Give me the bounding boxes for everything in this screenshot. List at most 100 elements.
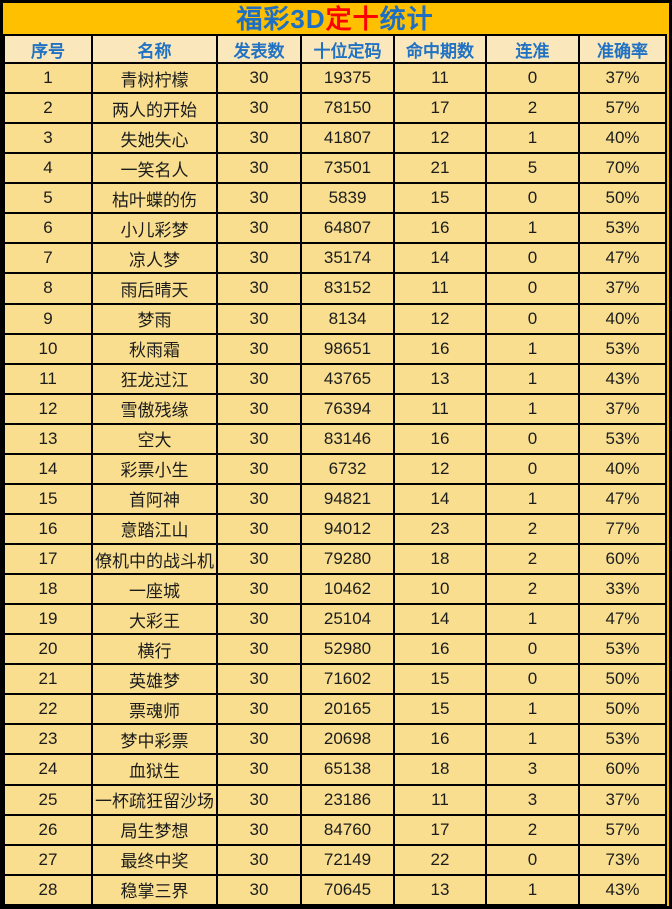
cell-hit-periods: 16 (393, 723, 487, 756)
cell-index: 26 (3, 813, 93, 846)
cell-name: 梦中彩票 (91, 723, 218, 756)
cell-hit-periods: 11 (393, 783, 487, 816)
cell-tens-code: 70645 (300, 873, 395, 906)
cell-streak: 0 (485, 182, 580, 215)
cell-name: 一笑名人 (91, 152, 218, 185)
cell-tens-code: 8134 (300, 302, 395, 335)
table-row: 27 最终中奖 30 72149 22 0 73% (3, 843, 667, 876)
cell-index: 8 (3, 272, 93, 305)
cell-published-count: 30 (216, 512, 302, 546)
cell-index: 11 (3, 362, 93, 395)
cell-tens-code: 35174 (300, 242, 395, 275)
cell-index: 24 (3, 753, 93, 786)
cell-hit-periods: 22 (393, 843, 487, 876)
title-segment-blue-2: 统计 (379, 3, 434, 34)
cell-name: 稳掌三界 (91, 873, 218, 906)
cell-tens-code: 19375 (300, 61, 395, 95)
table-row: 9 梦雨 30 8134 12 0 40% (3, 302, 667, 335)
table-row: 16 意踏江山 30 94012 23 2 77% (3, 512, 667, 546)
cell-name: 雪傲残缘 (91, 392, 218, 425)
cell-accuracy: 43% (578, 873, 667, 906)
cell-published-count: 30 (216, 693, 302, 726)
table-row: 5 枯叶蝶的伤 30 5839 15 0 50% (3, 182, 667, 215)
cell-hit-periods: 18 (393, 542, 487, 576)
table-row: 21 英雄梦 30 71602 15 0 50% (3, 663, 667, 696)
cell-index: 21 (3, 663, 93, 696)
cell-index: 28 (3, 873, 93, 906)
cell-name: 票魂师 (91, 693, 218, 726)
cell-name: 最终中奖 (91, 843, 218, 876)
cell-hit-periods: 21 (393, 152, 487, 185)
cell-tens-code: 71602 (300, 663, 395, 696)
cell-streak: 1 (485, 212, 580, 245)
cell-published-count: 30 (216, 302, 302, 335)
page-title: 福彩3D 定十 统计 (3, 3, 667, 34)
cell-hit-periods: 12 (393, 122, 487, 155)
cell-accuracy: 50% (578, 182, 667, 215)
cell-accuracy: 37% (578, 61, 667, 95)
cell-accuracy: 57% (578, 92, 667, 125)
cell-streak: 0 (485, 633, 580, 666)
cell-hit-periods: 17 (393, 813, 487, 846)
cell-tens-code: 72149 (300, 843, 395, 876)
table-row: 26 局生梦想 30 84760 17 2 57% (3, 813, 667, 846)
cell-accuracy: 47% (578, 242, 667, 275)
cell-hit-periods: 15 (393, 693, 487, 726)
cell-index: 17 (3, 542, 93, 576)
column-header-published-count: 发表数 (216, 34, 302, 64)
cell-accuracy: 47% (578, 603, 667, 636)
cell-accuracy: 77% (578, 512, 667, 546)
cell-index: 6 (3, 212, 93, 245)
cell-streak: 0 (485, 242, 580, 275)
cell-hit-periods: 16 (393, 212, 487, 245)
cell-streak: 3 (485, 753, 580, 786)
cell-accuracy: 33% (578, 573, 667, 606)
cell-accuracy: 50% (578, 663, 667, 696)
cell-tens-code: 25104 (300, 603, 395, 636)
cell-hit-periods: 14 (393, 242, 487, 275)
cell-accuracy: 57% (578, 813, 667, 846)
cell-published-count: 30 (216, 633, 302, 666)
cell-hit-periods: 13 (393, 362, 487, 395)
cell-tens-code: 65138 (300, 753, 395, 786)
cell-tens-code: 5839 (300, 182, 395, 215)
cell-tens-code: 78150 (300, 92, 395, 125)
cell-index: 23 (3, 723, 93, 756)
table-row: 14 彩票小生 30 6732 12 0 40% (3, 452, 667, 485)
cell-index: 2 (3, 92, 93, 125)
cell-streak: 2 (485, 542, 580, 576)
cell-published-count: 30 (216, 332, 302, 365)
cell-published-count: 30 (216, 272, 302, 305)
table-row: 18 一座城 30 10462 10 2 33% (3, 573, 667, 606)
cell-name: 横行 (91, 633, 218, 666)
cell-index: 5 (3, 182, 93, 215)
cell-index: 3 (3, 122, 93, 155)
cell-published-count: 30 (216, 482, 302, 515)
column-header-index: 序号 (3, 34, 93, 64)
cell-published-count: 30 (216, 663, 302, 696)
cell-published-count: 30 (216, 813, 302, 846)
table-row: 13 空大 30 83146 16 0 53% (3, 422, 667, 455)
cell-streak: 3 (485, 783, 580, 816)
table-row: 12 雪傲残缘 30 76394 11 1 37% (3, 392, 667, 425)
cell-accuracy: 60% (578, 753, 667, 786)
cell-accuracy: 40% (578, 122, 667, 155)
table-row: 28 稳掌三界 30 70645 13 1 43% (3, 873, 667, 906)
cell-hit-periods: 11 (393, 272, 487, 305)
column-header-name: 名称 (91, 34, 218, 64)
cell-streak: 1 (485, 723, 580, 756)
cell-published-count: 30 (216, 843, 302, 876)
cell-name: 彩票小生 (91, 452, 218, 485)
cell-tens-code: 6732 (300, 452, 395, 485)
cell-streak: 0 (485, 302, 580, 335)
cell-name: 局生梦想 (91, 813, 218, 846)
cell-tens-code: 43765 (300, 362, 395, 395)
cell-hit-periods: 14 (393, 482, 487, 515)
cell-published-count: 30 (216, 152, 302, 185)
cell-hit-periods: 15 (393, 663, 487, 696)
cell-index: 22 (3, 693, 93, 726)
table-row: 25 一杯疏狂留沙场 30 23186 11 3 37% (3, 783, 667, 816)
table-row: 15 首阿神 30 94821 14 1 47% (3, 482, 667, 515)
title-segment-red: 定十 (325, 3, 380, 34)
cell-name: 英雄梦 (91, 663, 218, 696)
